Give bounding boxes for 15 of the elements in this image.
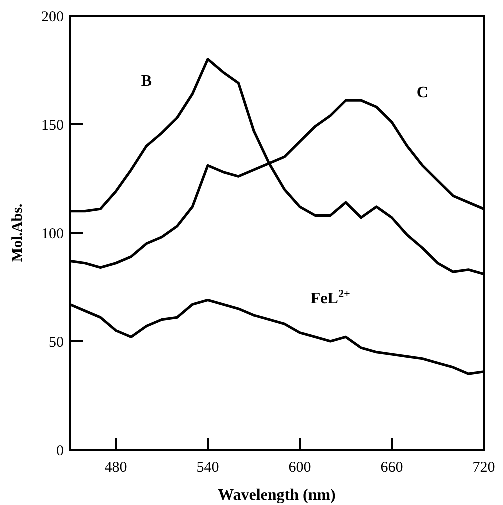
text: C <box>416 84 428 102</box>
series-label: FeL$^{2+}$ <box>310 288 350 308</box>
y-tick-label: 50 <box>49 334 64 351</box>
y-tick-label: 150 <box>42 118 64 134</box>
text: B <box>141 73 152 90</box>
x-tick-label: 480 <box>104 460 128 476</box>
x-tick-label: 660 <box>380 460 404 476</box>
x-tick-label: 600 <box>288 460 312 476</box>
y-axis-title: Mol.Abs. <box>10 204 26 262</box>
x-tick-label: 720 <box>472 460 496 476</box>
y-tick-label: 100 <box>42 226 64 242</box>
x-tick-label: 540 <box>196 460 220 476</box>
y-tick-label: 200 <box>42 9 64 26</box>
x-axis-title: Wavelength (nm) <box>218 487 336 504</box>
y-tick-label: 0 <box>56 443 64 460</box>
